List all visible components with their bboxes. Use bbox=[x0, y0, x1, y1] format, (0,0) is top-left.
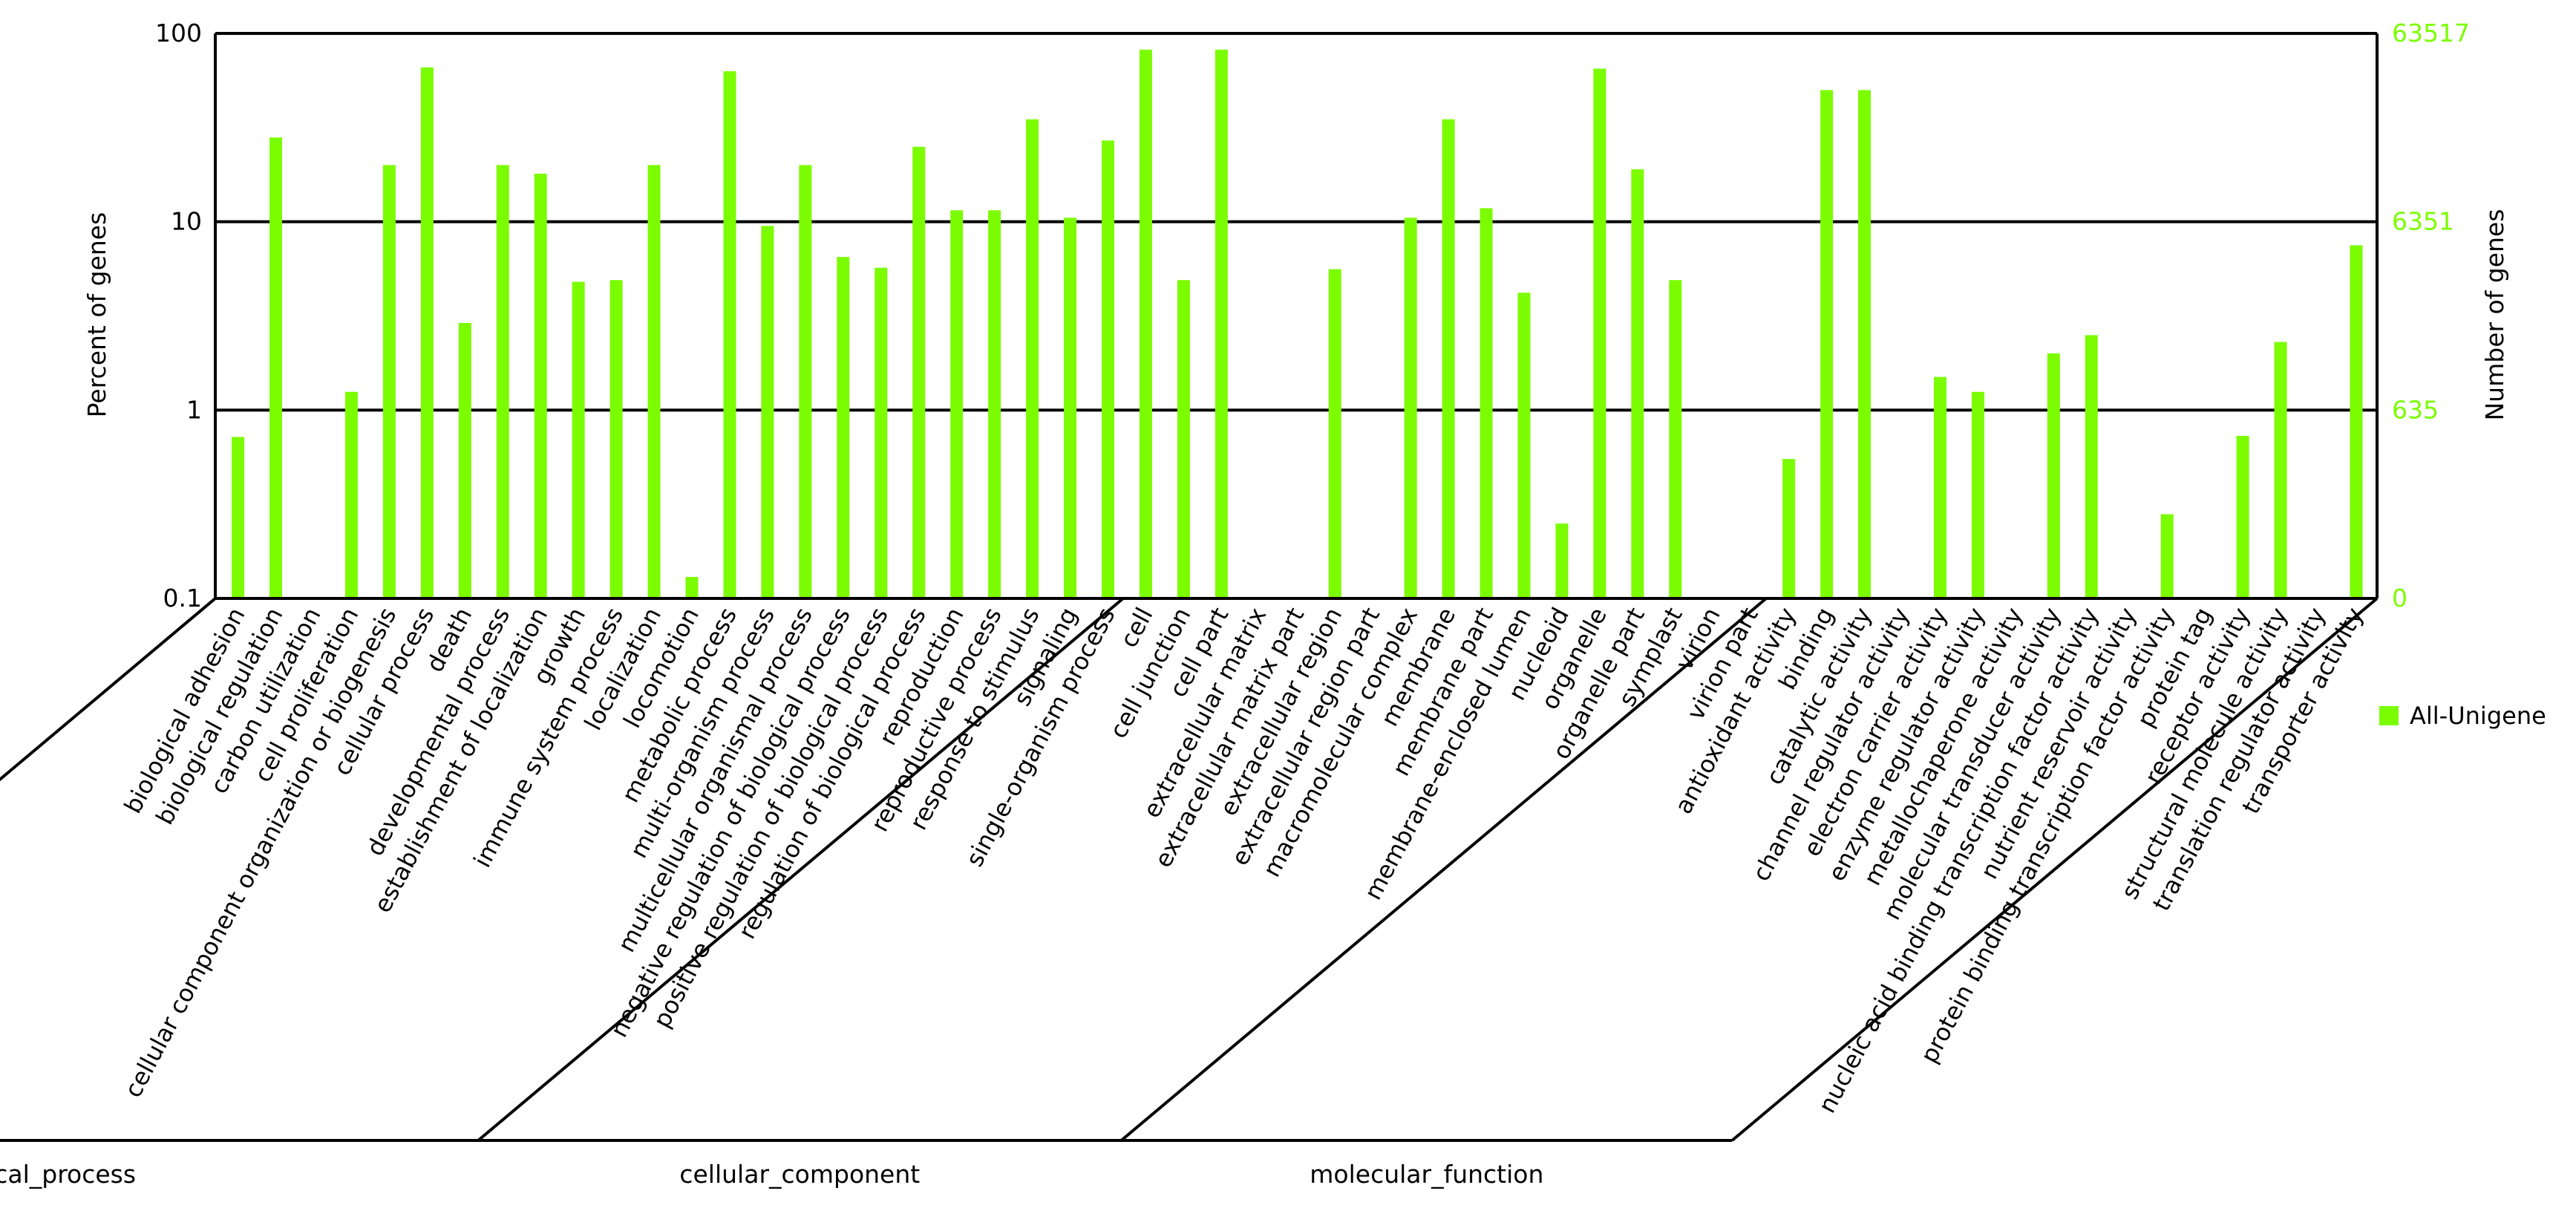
bar-locomotion bbox=[685, 577, 699, 598]
bar-organelle-part bbox=[1631, 169, 1644, 598]
bar-binding bbox=[1820, 90, 1834, 599]
bar-multi-organism-process bbox=[761, 226, 774, 598]
bar-cell-proliferation bbox=[344, 391, 358, 598]
y-tick-label-left: 0.1 bbox=[163, 584, 202, 613]
category-label-cellular-component-organization-or-biogenesis: cellular component organization or bioge… bbox=[119, 603, 402, 1102]
bar-antioxidant-activity bbox=[1782, 459, 1796, 598]
bar-reproduction bbox=[950, 210, 964, 598]
bar-positive-regulation-of-biological-process bbox=[875, 267, 888, 598]
y-tick-label-left: 1 bbox=[186, 395, 202, 424]
bar-death bbox=[458, 323, 471, 598]
bar-membrane-part bbox=[1480, 208, 1493, 598]
bar-regulation-of-biological-process bbox=[912, 146, 926, 599]
y-axis-title-left: Percent of genes bbox=[82, 212, 111, 418]
y-axis-title-right: Number of genes bbox=[2480, 209, 2509, 420]
bar-metabolic-process bbox=[723, 71, 736, 598]
bar-cellular-component-organization-or-biogenesis bbox=[382, 165, 396, 598]
bar-organelle bbox=[1593, 68, 1606, 598]
y-tick-label-right: 6351 bbox=[2392, 207, 2454, 236]
bar-receptor-activity bbox=[2236, 436, 2249, 598]
y-tick-label-left: 10 bbox=[171, 207, 202, 236]
legend: All-Unigene bbox=[2379, 702, 2546, 730]
bar-cellular-process bbox=[420, 67, 434, 598]
bar-macromolecular-complex bbox=[1404, 218, 1417, 599]
bar-nucleoid bbox=[1555, 523, 1569, 598]
y-tick-label-right: 63517 bbox=[2392, 19, 2470, 48]
group-label-cellular-component: cellular_component bbox=[679, 1160, 920, 1189]
y-tick-label-right: 0 bbox=[2392, 584, 2407, 613]
bar-electron-carrier-activity bbox=[1933, 376, 1946, 598]
y-tick-label-right: 635 bbox=[2392, 395, 2439, 424]
group-separator bbox=[0, 597, 217, 782]
bar-cell bbox=[1139, 49, 1152, 599]
group-bands: biological_process cellular_component mole… bbox=[0, 597, 2379, 1189]
bar-growth bbox=[572, 281, 585, 598]
group-separator bbox=[477, 597, 1125, 1142]
y-tick-label-left: 100 bbox=[155, 19, 202, 48]
bar-localization bbox=[647, 165, 661, 598]
bar-extracellular-region bbox=[1328, 269, 1341, 598]
bar-protein-binding-transcription-factor-activity bbox=[2160, 514, 2174, 598]
bar-nucleic-acid-binding-transcription-factor-activity bbox=[2085, 335, 2098, 598]
bar-developmental-process bbox=[496, 165, 509, 598]
bar-cell-junction bbox=[1177, 280, 1190, 598]
group-label-molecular-function: molecular_function bbox=[1310, 1160, 1543, 1189]
bar-reproductive-process bbox=[988, 210, 1001, 598]
bar-transporter-activity bbox=[2350, 245, 2363, 598]
bar-structural-molecule-activity bbox=[2274, 342, 2287, 598]
bar-biological-adhesion bbox=[232, 437, 245, 598]
bar-immune-system-process bbox=[609, 280, 623, 598]
bar-membrane bbox=[1442, 119, 1455, 599]
bar-enzyme-regulator-activity bbox=[1971, 391, 1984, 598]
group-label-biological-process: biological_process bbox=[0, 1160, 136, 1189]
bar-molecular-transducer-activity bbox=[2047, 353, 2060, 598]
legend-swatch bbox=[2379, 706, 2399, 725]
group-separator bbox=[1731, 597, 2379, 1142]
group-separator bbox=[1120, 597, 1768, 1142]
bar-membrane-enclosed-lumen bbox=[1517, 293, 1531, 598]
bar-biological-regulation bbox=[269, 137, 283, 599]
bars bbox=[232, 49, 2363, 599]
bar-symplast bbox=[1669, 280, 1682, 598]
axes: 100 63517 10 6351 1 635 0.1 0 bbox=[155, 19, 2470, 613]
bar-signaling bbox=[1064, 218, 1077, 599]
bar-establishment-of-localization bbox=[534, 173, 547, 598]
bar-single-organism-process bbox=[1102, 140, 1115, 598]
legend-label: All-Unigene bbox=[2410, 702, 2546, 730]
bar-catalytic-activity bbox=[1858, 90, 1871, 599]
bar-negative-regulation-of-biological-process bbox=[837, 257, 850, 598]
bar-multicellular-organismal-process bbox=[799, 165, 812, 598]
bar-response-to-stimulus bbox=[1026, 119, 1039, 599]
bar-cell-part bbox=[1215, 49, 1228, 599]
